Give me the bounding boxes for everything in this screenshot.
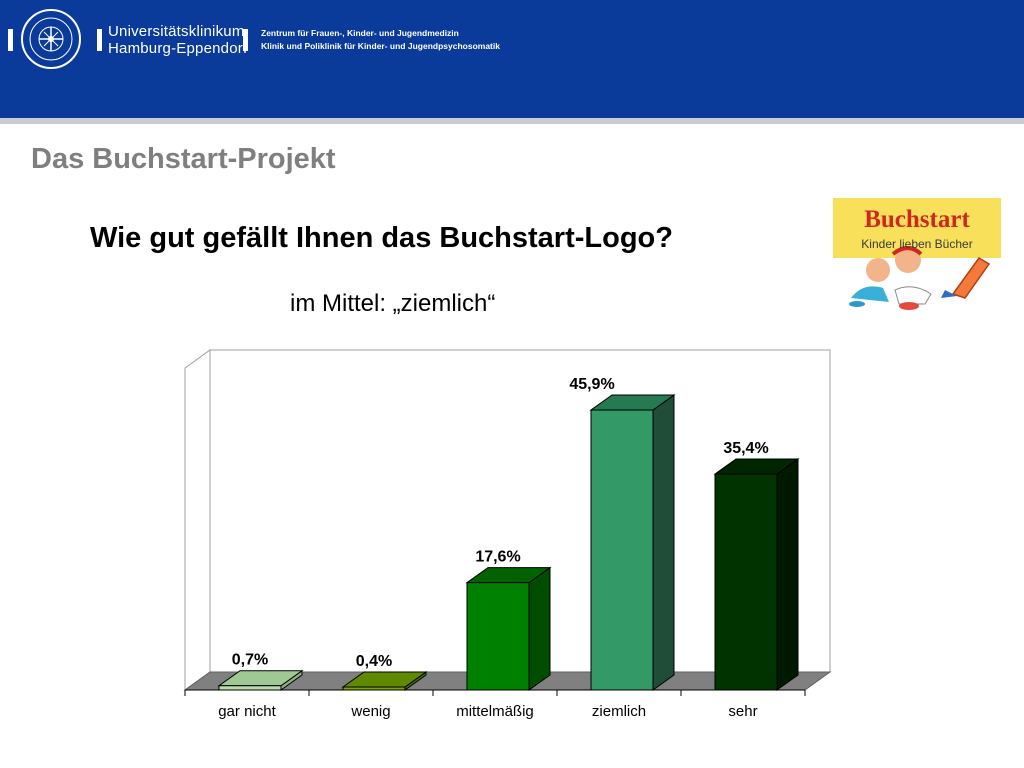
- bar: [714, 473, 778, 691]
- x-tick-label: gar nicht: [218, 703, 276, 720]
- department-line-1: Zentrum für Frauen-, Kinder- und Jugendm…: [261, 28, 459, 38]
- bar-side: [652, 394, 675, 691]
- logo-title: Buchstart: [864, 206, 970, 233]
- institution-line-1: Universitätsklinikum: [108, 23, 245, 40]
- department-line-2: Klinik und Poliklinik für Kinder- und Ju…: [261, 41, 500, 51]
- bar: [218, 685, 282, 691]
- institution-name: Universitätsklinikum Hamburg-Eppendorf: [108, 23, 247, 57]
- header-banner: Universitätsklinikum Hamburg-Eppendorf Z…: [0, 0, 1024, 118]
- header-divider: [0, 118, 1024, 124]
- logo-bar-right: [243, 29, 248, 51]
- x-tick-label: wenig: [350, 703, 390, 720]
- bar-value-label: 45,9%: [569, 376, 614, 393]
- logo-subtitle: Kinder lieben Bücher: [861, 237, 973, 251]
- bar-value-label: 35,4%: [723, 440, 768, 457]
- buchstart-children-book-logo-icon: [833, 198, 1001, 310]
- bar-value-label: 0,4%: [356, 653, 392, 670]
- x-tick-label: sehr: [728, 703, 757, 720]
- bar-value-label: 0,7%: [232, 652, 268, 669]
- department-name: Zentrum für Frauen-, Kinder- und Jugendm…: [261, 27, 500, 53]
- summary-line: im Mittel: „ziemlich“: [290, 290, 496, 317]
- chart-question: Wie gut gefällt Ihnen das Buchstart-Logo…: [90, 222, 673, 254]
- chart-left-wall: [184, 349, 211, 691]
- x-tick-label: ziemlich: [592, 703, 646, 720]
- bar-value-label: 17,6%: [475, 549, 520, 566]
- x-tick-label: mittelmäßig: [456, 703, 534, 720]
- section-title: Das Buchstart-Projekt: [31, 143, 336, 175]
- bar: [466, 582, 530, 691]
- logo-bar-middle: [97, 29, 102, 51]
- bar-side: [776, 458, 799, 691]
- bar: [342, 686, 406, 691]
- bar: [590, 409, 654, 691]
- university-seal-icon: [21, 9, 81, 69]
- logo-bar-left: [8, 29, 13, 51]
- institution-line-2: Hamburg-Eppendorf: [108, 40, 248, 57]
- buchstart-logo: Buchstart Kinder lieben Bücher: [833, 198, 1001, 313]
- bar-side: [528, 566, 551, 691]
